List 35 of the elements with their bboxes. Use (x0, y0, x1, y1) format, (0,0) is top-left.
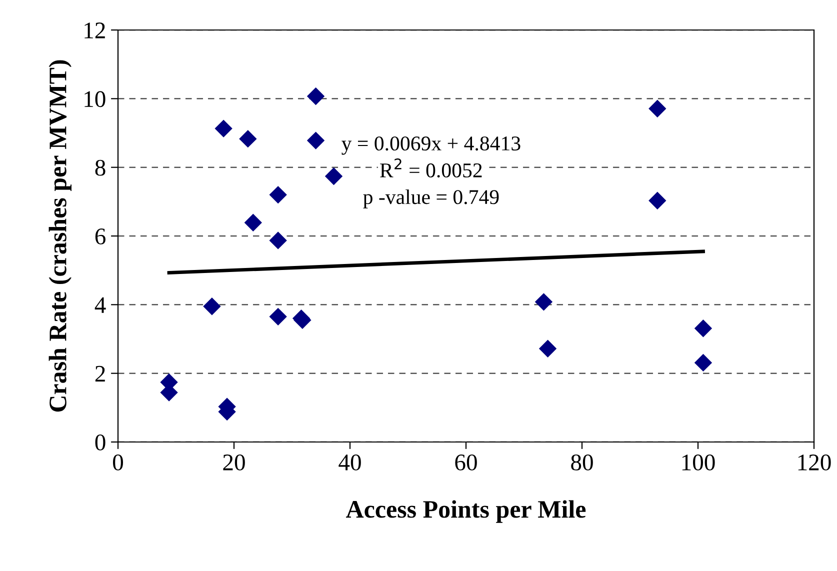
x-tick-label: 20 (223, 454, 245, 470)
point (307, 132, 324, 150)
x-axis-title: Access Points per Mile (346, 500, 586, 523)
y-tick-label: 2 (95, 366, 105, 382)
x-tick-label: 60 (455, 454, 477, 470)
point (203, 298, 221, 315)
point (648, 192, 666, 210)
y-axis-title: Crash Rate (crashes per MVMT) (48, 60, 72, 412)
x-tick-label: 120 (798, 454, 831, 470)
x-tick-label: 0 (112, 454, 124, 470)
point (325, 168, 342, 185)
point (694, 354, 712, 372)
point (535, 293, 552, 310)
annotation: R$^{2}$ = 0.0052 (380, 158, 482, 178)
y-tick-label: 12 (84, 22, 105, 38)
point (648, 100, 666, 118)
point (270, 232, 287, 250)
x-tick-label: 80 (571, 454, 593, 470)
y-tick-label: 8 (95, 160, 106, 176)
point (270, 308, 287, 326)
y-tick-label: 10 (84, 91, 106, 108)
y-tick-label: 4 (94, 297, 106, 313)
y-tick-label: 6 (95, 228, 106, 244)
point (244, 214, 262, 232)
point (694, 320, 712, 337)
x-tick-label: 40 (338, 454, 361, 470)
annotation: y = 0.0069x + 4.8413 (342, 136, 520, 155)
x-tick-label: 100 (682, 454, 715, 470)
point (307, 88, 324, 105)
annotation: p -value = 0.749 (363, 189, 499, 208)
y-tick-label: 0 (95, 434, 106, 450)
point (239, 130, 256, 148)
point (270, 186, 287, 204)
point (215, 120, 232, 138)
point (539, 340, 556, 358)
